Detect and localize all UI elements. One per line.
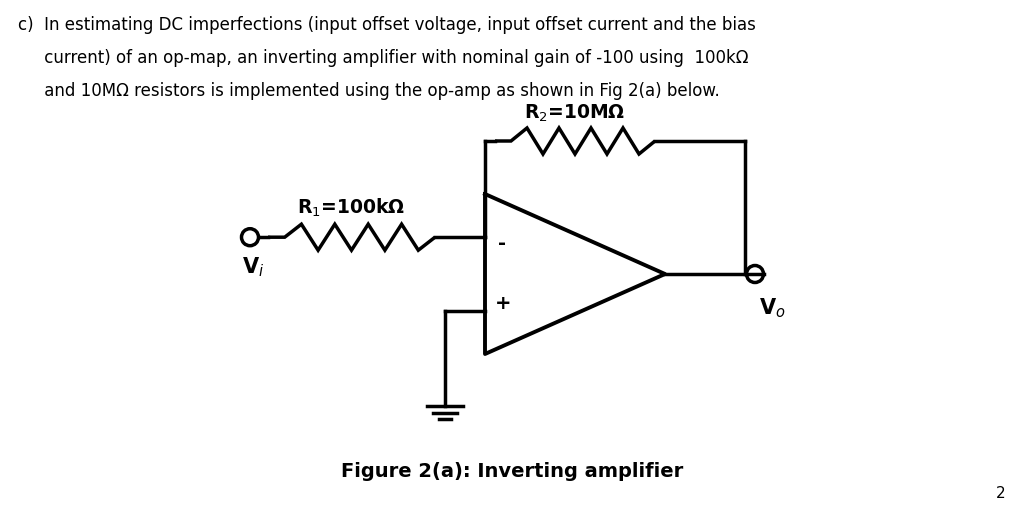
Text: V$_o$: V$_o$ xyxy=(759,296,785,320)
Text: 2: 2 xyxy=(995,486,1005,501)
Text: -: - xyxy=(498,234,506,252)
Text: +: + xyxy=(495,294,512,314)
Text: and 10MΩ resistors is implemented using the op-amp as shown in Fig 2(a) below.: and 10MΩ resistors is implemented using … xyxy=(18,82,720,100)
Text: V$_i$: V$_i$ xyxy=(242,255,264,279)
Text: R$_1$=100kΩ: R$_1$=100kΩ xyxy=(297,197,406,219)
Text: R$_2$=10MΩ: R$_2$=10MΩ xyxy=(524,103,626,124)
Text: Figure 2(a): Inverting amplifier: Figure 2(a): Inverting amplifier xyxy=(341,462,683,481)
Text: c)  In estimating DC imperfections (input offset voltage, input offset current a: c) In estimating DC imperfections (input… xyxy=(18,16,756,34)
Text: current) of an op-map, an inverting amplifier with nominal gain of -100 using  1: current) of an op-map, an inverting ampl… xyxy=(18,49,749,67)
